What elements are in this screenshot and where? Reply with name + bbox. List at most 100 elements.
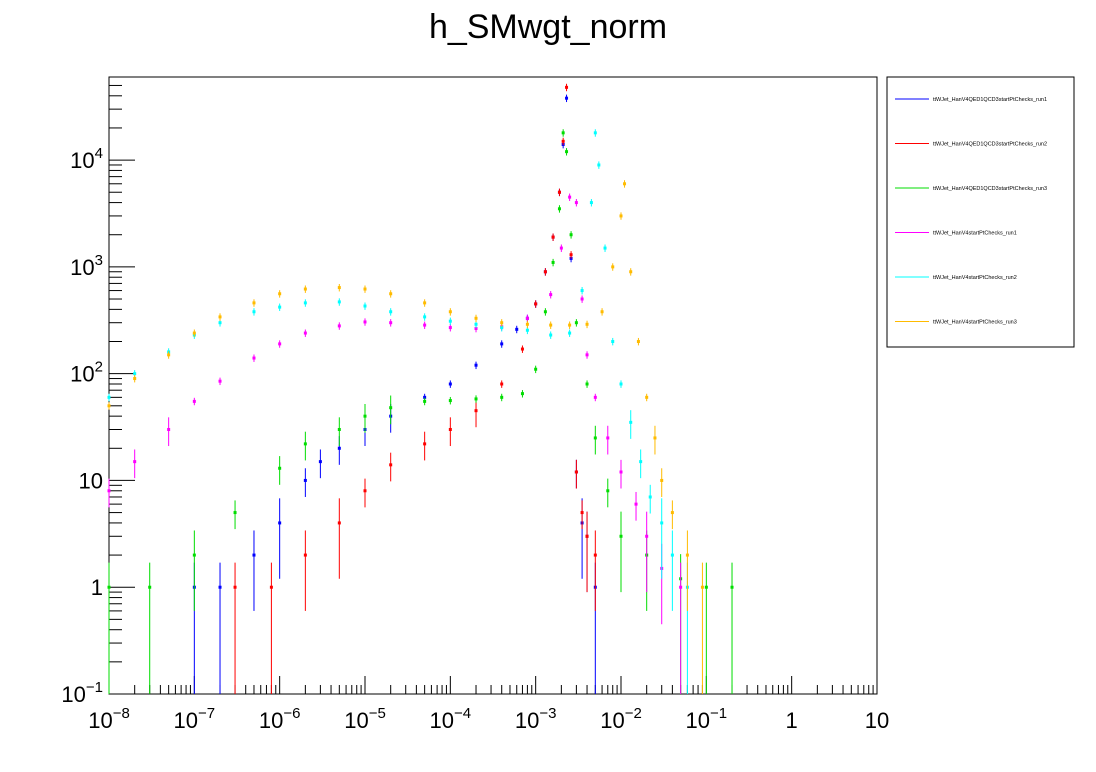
data-point [561, 139, 565, 143]
data-point [730, 585, 734, 589]
data-point [303, 287, 307, 291]
data-point [423, 315, 427, 319]
data-point [543, 270, 547, 274]
data-point [679, 585, 683, 589]
data-point [561, 131, 565, 135]
data-point [192, 331, 196, 335]
data-point [653, 436, 657, 440]
legend: ttWJet_HanV4QED1QCD3startPtChecks_run1tt… [886, 76, 1075, 348]
data-point [448, 427, 452, 431]
data-point [593, 553, 597, 557]
series-4 [107, 193, 683, 694]
data-point [634, 502, 638, 506]
series-2 [233, 83, 597, 694]
legend-label: ttWJet_HanV4QED1QCD3startPtChecks_run2 [933, 142, 1047, 148]
data-point [549, 333, 553, 337]
y-tick-label: 103 [70, 252, 103, 280]
x-tick-label: 10−6 [259, 705, 301, 733]
legend-label: ttWJet_HanV4startPtChecks_run3 [933, 320, 1017, 326]
data-point [363, 287, 367, 291]
data-point [363, 304, 367, 308]
data-point [337, 300, 341, 304]
data-point [278, 342, 282, 346]
data-point [534, 367, 538, 371]
series-3 [107, 129, 734, 694]
legend-box [886, 76, 1075, 348]
data-point [597, 163, 601, 167]
data-point [474, 363, 478, 367]
data-point [278, 466, 282, 470]
data-point [700, 585, 704, 589]
data-point [569, 253, 573, 257]
data-point [148, 585, 152, 589]
data-point [645, 534, 649, 538]
x-tick-label: 10−8 [88, 705, 130, 733]
data-point [593, 436, 597, 440]
data-point [133, 377, 137, 381]
data-point [389, 406, 393, 410]
x-tick-label: 10−5 [344, 705, 386, 733]
data-point [629, 420, 633, 424]
data-point [363, 489, 367, 493]
data-point [549, 293, 553, 297]
data-point [559, 246, 563, 250]
data-point [660, 521, 664, 525]
data-point [167, 353, 171, 357]
data-point [568, 195, 572, 199]
data-point [585, 353, 589, 357]
data-point [423, 442, 427, 446]
data-point [619, 534, 623, 538]
y-tick-label: 10 [79, 468, 103, 493]
data-point [619, 214, 623, 218]
data-point [520, 392, 524, 396]
data-point [318, 460, 322, 464]
data-point [580, 511, 584, 515]
data-point [448, 326, 452, 330]
data-point [448, 399, 452, 403]
data-point [337, 446, 341, 450]
y-tick-label: 102 [70, 359, 103, 387]
legend-label: ttWJet_HanV4QED1QCD3startPtChecks_run3 [933, 186, 1047, 192]
data-point [252, 553, 256, 557]
data-point [337, 521, 341, 525]
data-point [623, 182, 627, 186]
data-point [525, 322, 529, 326]
data-point [557, 190, 561, 194]
data-point [448, 310, 452, 314]
y-tick-label: 10−1 [61, 679, 103, 707]
data-point [704, 585, 708, 589]
data-point [565, 150, 569, 154]
data-point [611, 340, 615, 344]
data-point [500, 382, 504, 386]
data-point [589, 201, 593, 205]
data-point [303, 331, 307, 335]
legend-label: ttWJet_HanV4startPtChecks_run1 [933, 231, 1017, 237]
data-point [606, 489, 610, 493]
data-point [423, 395, 427, 399]
data-point [500, 342, 504, 346]
data-point [593, 395, 597, 399]
y-tick-label: 104 [70, 145, 103, 173]
data-point [389, 321, 393, 325]
data-point [500, 395, 504, 399]
data-point [192, 553, 196, 557]
data-point [363, 414, 367, 418]
data-point [600, 310, 604, 314]
data-point [685, 553, 689, 557]
data-point [389, 310, 393, 314]
data-point [337, 324, 341, 328]
y-tick-label: 1 [91, 575, 103, 600]
data-point [303, 478, 307, 482]
data-point [303, 442, 307, 446]
data-point [568, 323, 572, 327]
data-point [252, 301, 256, 305]
data-point [568, 331, 572, 335]
legend-label: ttWJet_HanV4startPtChecks_run2 [933, 275, 1017, 281]
data-point [423, 301, 427, 305]
data-point [557, 207, 561, 211]
data-point [549, 323, 553, 327]
data-point [423, 323, 427, 327]
data-point [233, 585, 237, 589]
x-tick-label: 10−4 [430, 705, 472, 733]
data-point [474, 397, 478, 401]
